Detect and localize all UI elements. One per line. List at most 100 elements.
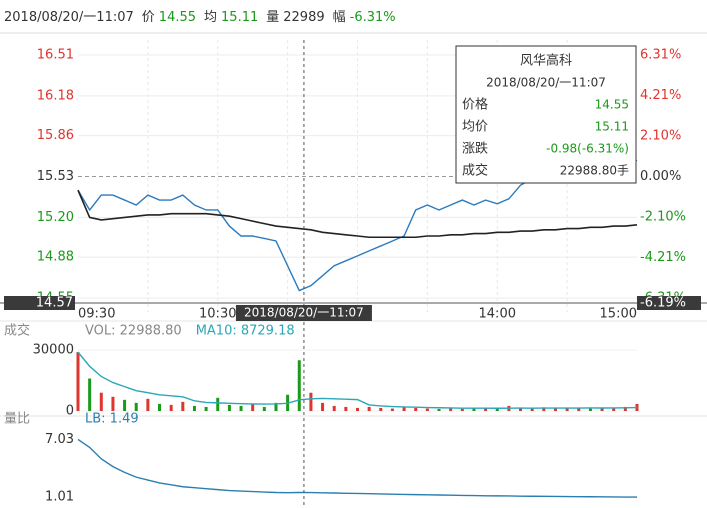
header-label: 均 (204, 10, 217, 25)
y-tick-label: 15.53 (37, 169, 74, 184)
tooltip-value: 15.11 (595, 120, 629, 134)
header: 2018/08/20/一11:07 价 14.55 均 15.11 量 22989 幅 -6.3… (4, 10, 396, 25)
volume-bar (530, 408, 534, 411)
tooltip-title: 风华高科 (520, 53, 572, 69)
y2-tick-label: 6.31% (640, 48, 681, 63)
volume-bar (204, 406, 208, 411)
x-tick-label: 15:00 (600, 307, 637, 322)
volume-bar (577, 407, 581, 411)
volume-bar (169, 404, 173, 411)
crosshair-y-label: 14.57 (36, 296, 73, 311)
volume-bar (425, 408, 429, 411)
crosshair-x-label: 2018/08/20/一11:07 (244, 306, 364, 320)
volume-bar (379, 407, 383, 411)
volume-bar (495, 408, 499, 411)
tooltip-date: 2018/08/20/一11:07 (486, 76, 606, 90)
volume-bar (227, 404, 231, 411)
header-value: 15.11 (221, 10, 258, 25)
tooltip-label: 涨跌 (462, 141, 488, 157)
legend-entry: LB: 1.49 (85, 412, 139, 427)
y-tick-label: 15.86 (37, 128, 74, 143)
tooltip-label: 均价 (462, 120, 488, 135)
y2-tick-label: 0.00% (640, 169, 681, 184)
header-label: 量 (266, 10, 279, 25)
volume-bar (472, 407, 476, 411)
data-line (77, 438, 638, 498)
volume-bar (635, 403, 639, 411)
volume-bar (414, 407, 418, 411)
header-date: 2018/08/20/一11:07 (4, 10, 134, 25)
y2-tick-label: -2.10% (640, 209, 686, 224)
legend-entry: MA10: 8729.18 (196, 324, 295, 339)
x-tick-label: 14:00 (479, 307, 516, 322)
x-tick-label: 09:30 (78, 307, 115, 322)
tooltip-value: -0.98(-6.31%) (546, 142, 629, 156)
volume-bar (565, 408, 569, 411)
volume-bar (134, 402, 138, 411)
legend-entry: VOL: 22988.80 (85, 324, 182, 339)
volume-bar (553, 407, 557, 411)
crosshair-y2-box (637, 296, 701, 310)
y2-tick-label: -4.21% (640, 250, 686, 265)
volume-bar (321, 402, 325, 411)
y2-tick-label: 4.21% (640, 88, 681, 103)
y-tick-label: 1.01 (45, 490, 74, 505)
volume-bar (402, 407, 406, 411)
tooltip-value: 22988.80手 (560, 164, 629, 178)
volume-bar (76, 352, 80, 411)
volume-bar (158, 403, 162, 411)
data-line (77, 351, 638, 409)
header-label: 价 (142, 10, 155, 25)
volume-bar (251, 403, 255, 411)
volume-bar (600, 408, 604, 411)
volume-bar (99, 392, 103, 411)
volume-bar (460, 408, 464, 411)
y-tick-label: 16.51 (37, 48, 74, 63)
volume-bar (146, 398, 150, 411)
crosshair-x-box (235, 305, 372, 321)
panel-label: 量比 (4, 412, 30, 427)
volume-bar (519, 407, 523, 411)
volume-bar (542, 407, 546, 411)
volume-bar (449, 408, 453, 411)
volume-bar (484, 408, 488, 411)
volume-bar (367, 406, 371, 411)
crosshair-y2-label: -6.19% (640, 296, 686, 311)
crosshair-y-box (4, 296, 75, 310)
volume-bar (344, 406, 348, 411)
volume-bar (390, 408, 394, 411)
volume-bar (274, 402, 278, 411)
volume-bar (262, 406, 266, 411)
tooltip-box (455, 45, 637, 184)
header-value: 14.55 (159, 10, 196, 25)
y-tick-label: 0 (66, 404, 74, 419)
volume-bar (181, 401, 185, 411)
tooltip-label: 成交 (462, 163, 488, 179)
y-tick-label: 14.88 (37, 250, 74, 265)
header-value: 22989 (283, 10, 324, 25)
volume-bar (297, 360, 301, 411)
y-tick-label: 15.20 (37, 210, 74, 225)
y2-tick-label: 2.10% (640, 129, 681, 144)
volume-bar (332, 405, 336, 411)
tooltip-label: 价格 (462, 97, 488, 113)
volume-bar (356, 407, 359, 411)
volume-bar (623, 406, 627, 411)
y-tick-label: 30000 (33, 343, 74, 358)
volume-bar (111, 396, 115, 411)
volume-bar (216, 397, 220, 411)
tooltip-value: 14.55 (595, 98, 629, 112)
volume-bar (612, 407, 616, 411)
panel-label: 成交 (4, 323, 30, 339)
volume-bar (88, 378, 92, 411)
volume-bar (588, 408, 592, 411)
volume-bar (192, 405, 196, 411)
volume-bar (123, 399, 127, 411)
y-tick-label: 7.03 (45, 432, 74, 447)
volume-bar (309, 392, 313, 411)
header-value: -6.31% (350, 10, 396, 25)
header-label: 幅 (333, 10, 346, 25)
data-line (77, 189, 638, 239)
